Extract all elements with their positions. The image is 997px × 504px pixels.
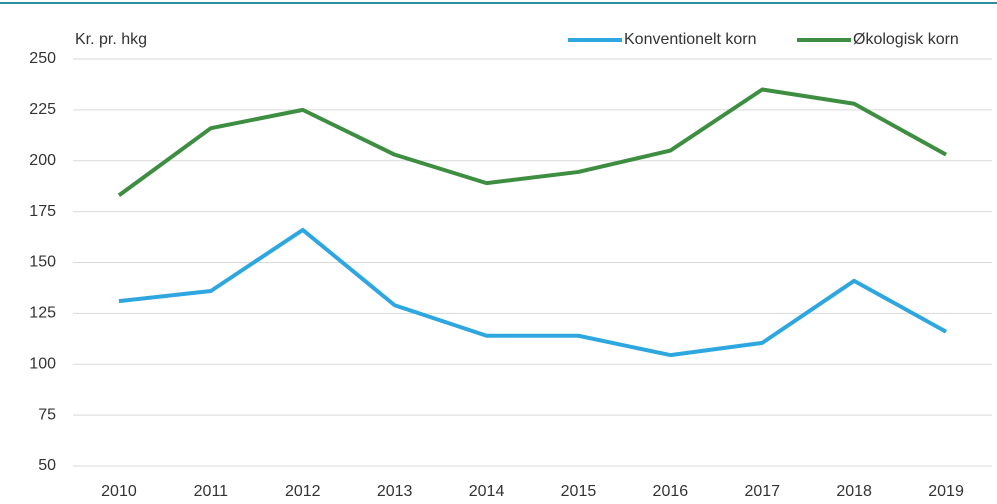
x-tick-label: 2011 [194,483,229,500]
x-tick-label: 2015 [561,483,597,500]
x-tick-label: 2010 [101,483,137,500]
legend-label: Konventionelt korn [624,31,757,48]
y-tick-label: 250 [29,50,56,67]
y-tick-label: 125 [29,305,56,322]
legend-label: Økologisk korn [853,31,959,48]
y-tick-label: 200 [29,152,56,169]
x-tick-label: 2018 [836,483,872,500]
series-line [118,227,948,358]
x-tick-label: 2017 [744,483,780,500]
x-tick-label: 2012 [285,483,321,500]
y-tick-label: 75 [38,406,56,423]
x-tick-label: 2013 [377,483,413,500]
x-tick-label: 2016 [653,483,689,500]
y-tick-label: 50 [38,457,56,474]
y-tick-label: 175 [29,203,56,220]
y-tick-label: 100 [29,355,56,372]
y-tick-label: 225 [29,101,56,118]
series-line [117,87,948,197]
y-axis-label: Kr. pr. hkg [75,31,147,48]
x-tick-label: 2019 [928,483,964,500]
x-tick-label: 2014 [469,483,505,500]
y-tick-label: 150 [29,254,56,271]
